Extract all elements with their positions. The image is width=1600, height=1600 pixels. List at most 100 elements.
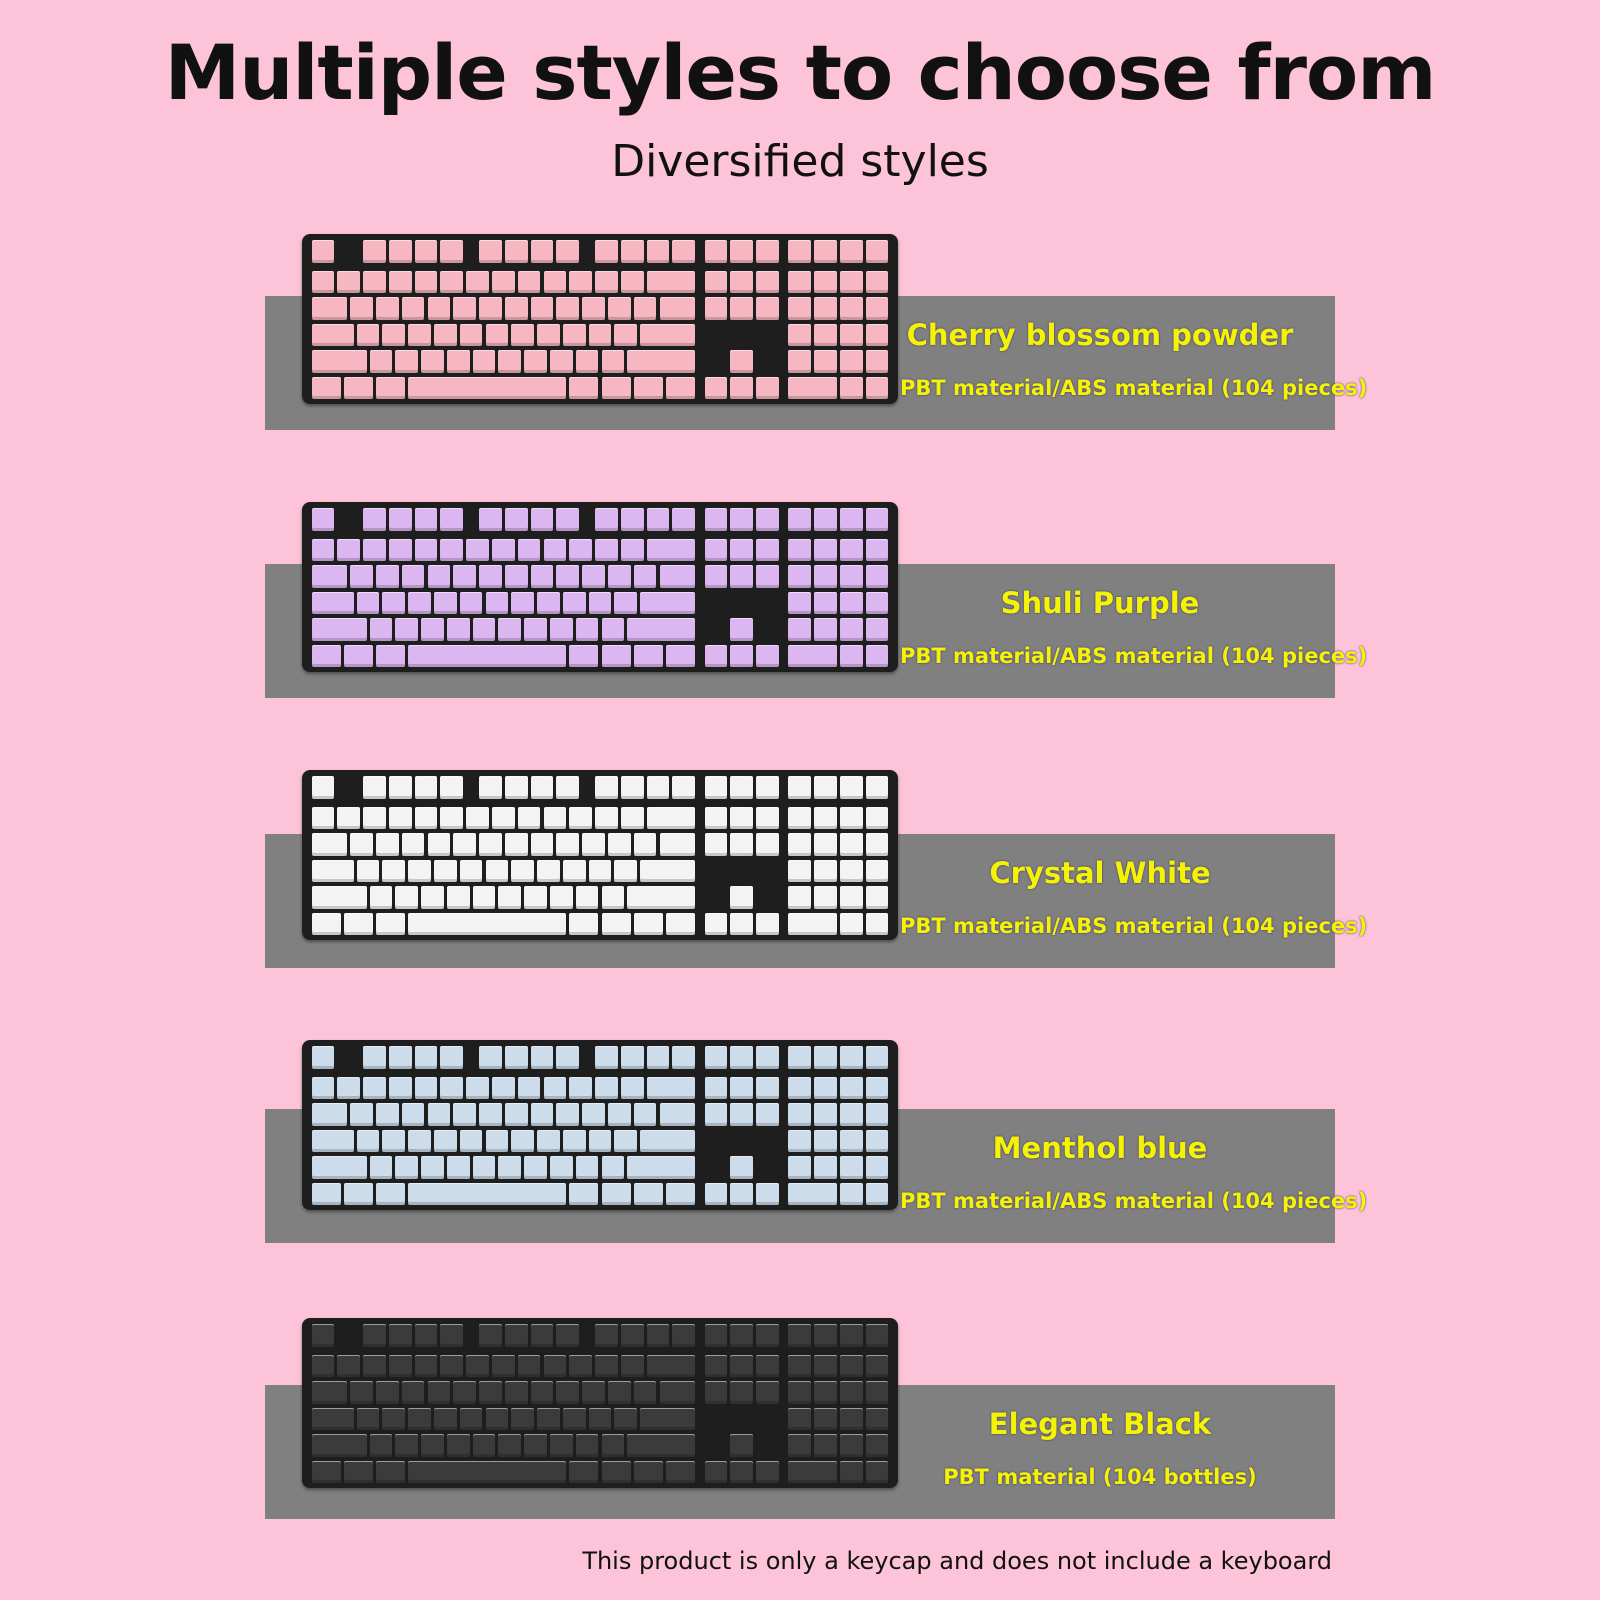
keycap bbox=[640, 323, 696, 346]
keycap bbox=[356, 591, 380, 614]
keycap bbox=[672, 1046, 696, 1069]
keycap bbox=[440, 270, 464, 293]
keycap bbox=[865, 565, 889, 588]
keycap bbox=[446, 1434, 470, 1457]
keycap bbox=[788, 806, 812, 829]
keycap bbox=[595, 776, 618, 799]
keycap bbox=[343, 1460, 373, 1483]
keycap bbox=[537, 591, 560, 614]
keycap bbox=[633, 1460, 663, 1483]
keycap bbox=[504, 1324, 528, 1347]
keycap bbox=[395, 1434, 419, 1457]
keycap bbox=[562, 1407, 586, 1430]
keycap bbox=[485, 859, 509, 882]
style-name: Menthol blue bbox=[992, 1131, 1208, 1165]
keycap bbox=[865, 538, 889, 561]
keycap bbox=[556, 1324, 580, 1347]
keycap bbox=[704, 240, 728, 263]
keycap bbox=[839, 591, 863, 614]
keycap bbox=[620, 1076, 644, 1099]
keycap bbox=[865, 776, 889, 799]
keycap bbox=[414, 538, 438, 561]
keycap bbox=[388, 240, 412, 263]
keycap bbox=[517, 270, 541, 293]
keycap bbox=[363, 508, 386, 531]
keycap bbox=[388, 806, 412, 829]
keycap bbox=[704, 565, 728, 588]
keycap bbox=[414, 1046, 438, 1069]
keycap bbox=[427, 565, 451, 588]
keycap bbox=[343, 1182, 373, 1205]
keycap bbox=[459, 323, 483, 346]
keycap bbox=[730, 508, 754, 531]
keycap bbox=[788, 1407, 812, 1430]
keycap bbox=[356, 323, 380, 346]
keycap bbox=[814, 591, 837, 614]
style-material: PBT material/ABS material (104 pieces) bbox=[900, 1189, 1368, 1213]
keycap bbox=[730, 1434, 754, 1457]
keycap bbox=[601, 618, 625, 641]
keycap bbox=[614, 1407, 638, 1430]
keycap bbox=[414, 1354, 438, 1377]
keycap bbox=[537, 859, 560, 882]
keycap bbox=[865, 1407, 889, 1430]
keycap bbox=[756, 1182, 779, 1205]
keycap bbox=[375, 912, 406, 935]
keycap bbox=[588, 323, 612, 346]
keycap bbox=[472, 1156, 496, 1179]
keycap bbox=[640, 591, 696, 614]
keycap bbox=[504, 776, 528, 799]
keycap bbox=[466, 270, 489, 293]
keycap bbox=[311, 565, 348, 588]
keycap bbox=[730, 297, 754, 320]
keycap bbox=[433, 1129, 457, 1152]
keycap bbox=[607, 1103, 631, 1126]
keycap bbox=[756, 240, 779, 263]
keycap bbox=[446, 618, 470, 641]
keycap bbox=[620, 806, 644, 829]
keycap bbox=[569, 644, 599, 667]
keycap bbox=[556, 1103, 580, 1126]
keycap bbox=[814, 323, 837, 346]
keycap bbox=[504, 565, 528, 588]
keycap bbox=[311, 1460, 341, 1483]
keycap bbox=[788, 1076, 812, 1099]
keycap bbox=[865, 1460, 889, 1483]
keycap bbox=[730, 240, 754, 263]
keycap bbox=[311, 1354, 335, 1377]
keycap bbox=[446, 886, 470, 909]
keycap bbox=[479, 508, 502, 531]
keycap bbox=[588, 591, 612, 614]
keycap bbox=[814, 1407, 837, 1430]
keycap bbox=[756, 1460, 779, 1483]
keycap bbox=[607, 297, 631, 320]
keycap bbox=[633, 376, 663, 399]
keycap bbox=[814, 565, 837, 588]
keycap bbox=[375, 297, 399, 320]
keycap bbox=[543, 538, 567, 561]
keycap bbox=[472, 350, 496, 373]
keycap bbox=[433, 323, 457, 346]
keycap bbox=[575, 350, 599, 373]
keycap bbox=[479, 1324, 502, 1347]
keycap bbox=[375, 1460, 406, 1483]
keycap bbox=[575, 1156, 599, 1179]
keycap bbox=[814, 270, 837, 293]
keycap bbox=[788, 538, 812, 561]
keycap bbox=[337, 270, 361, 293]
keycap bbox=[524, 618, 547, 641]
keycap bbox=[491, 1076, 515, 1099]
keycap bbox=[530, 297, 554, 320]
keycap bbox=[865, 1103, 889, 1126]
keycap bbox=[311, 618, 367, 641]
keycap bbox=[588, 1407, 612, 1430]
keycap bbox=[311, 859, 354, 882]
page-title: Multiple styles to choose from bbox=[164, 28, 1437, 117]
keycap bbox=[530, 1381, 554, 1404]
keycap bbox=[375, 1381, 399, 1404]
keycap bbox=[788, 1182, 837, 1205]
keycap bbox=[627, 1434, 696, 1457]
keycap bbox=[788, 644, 837, 667]
keycap bbox=[491, 270, 515, 293]
keycap bbox=[459, 1407, 483, 1430]
